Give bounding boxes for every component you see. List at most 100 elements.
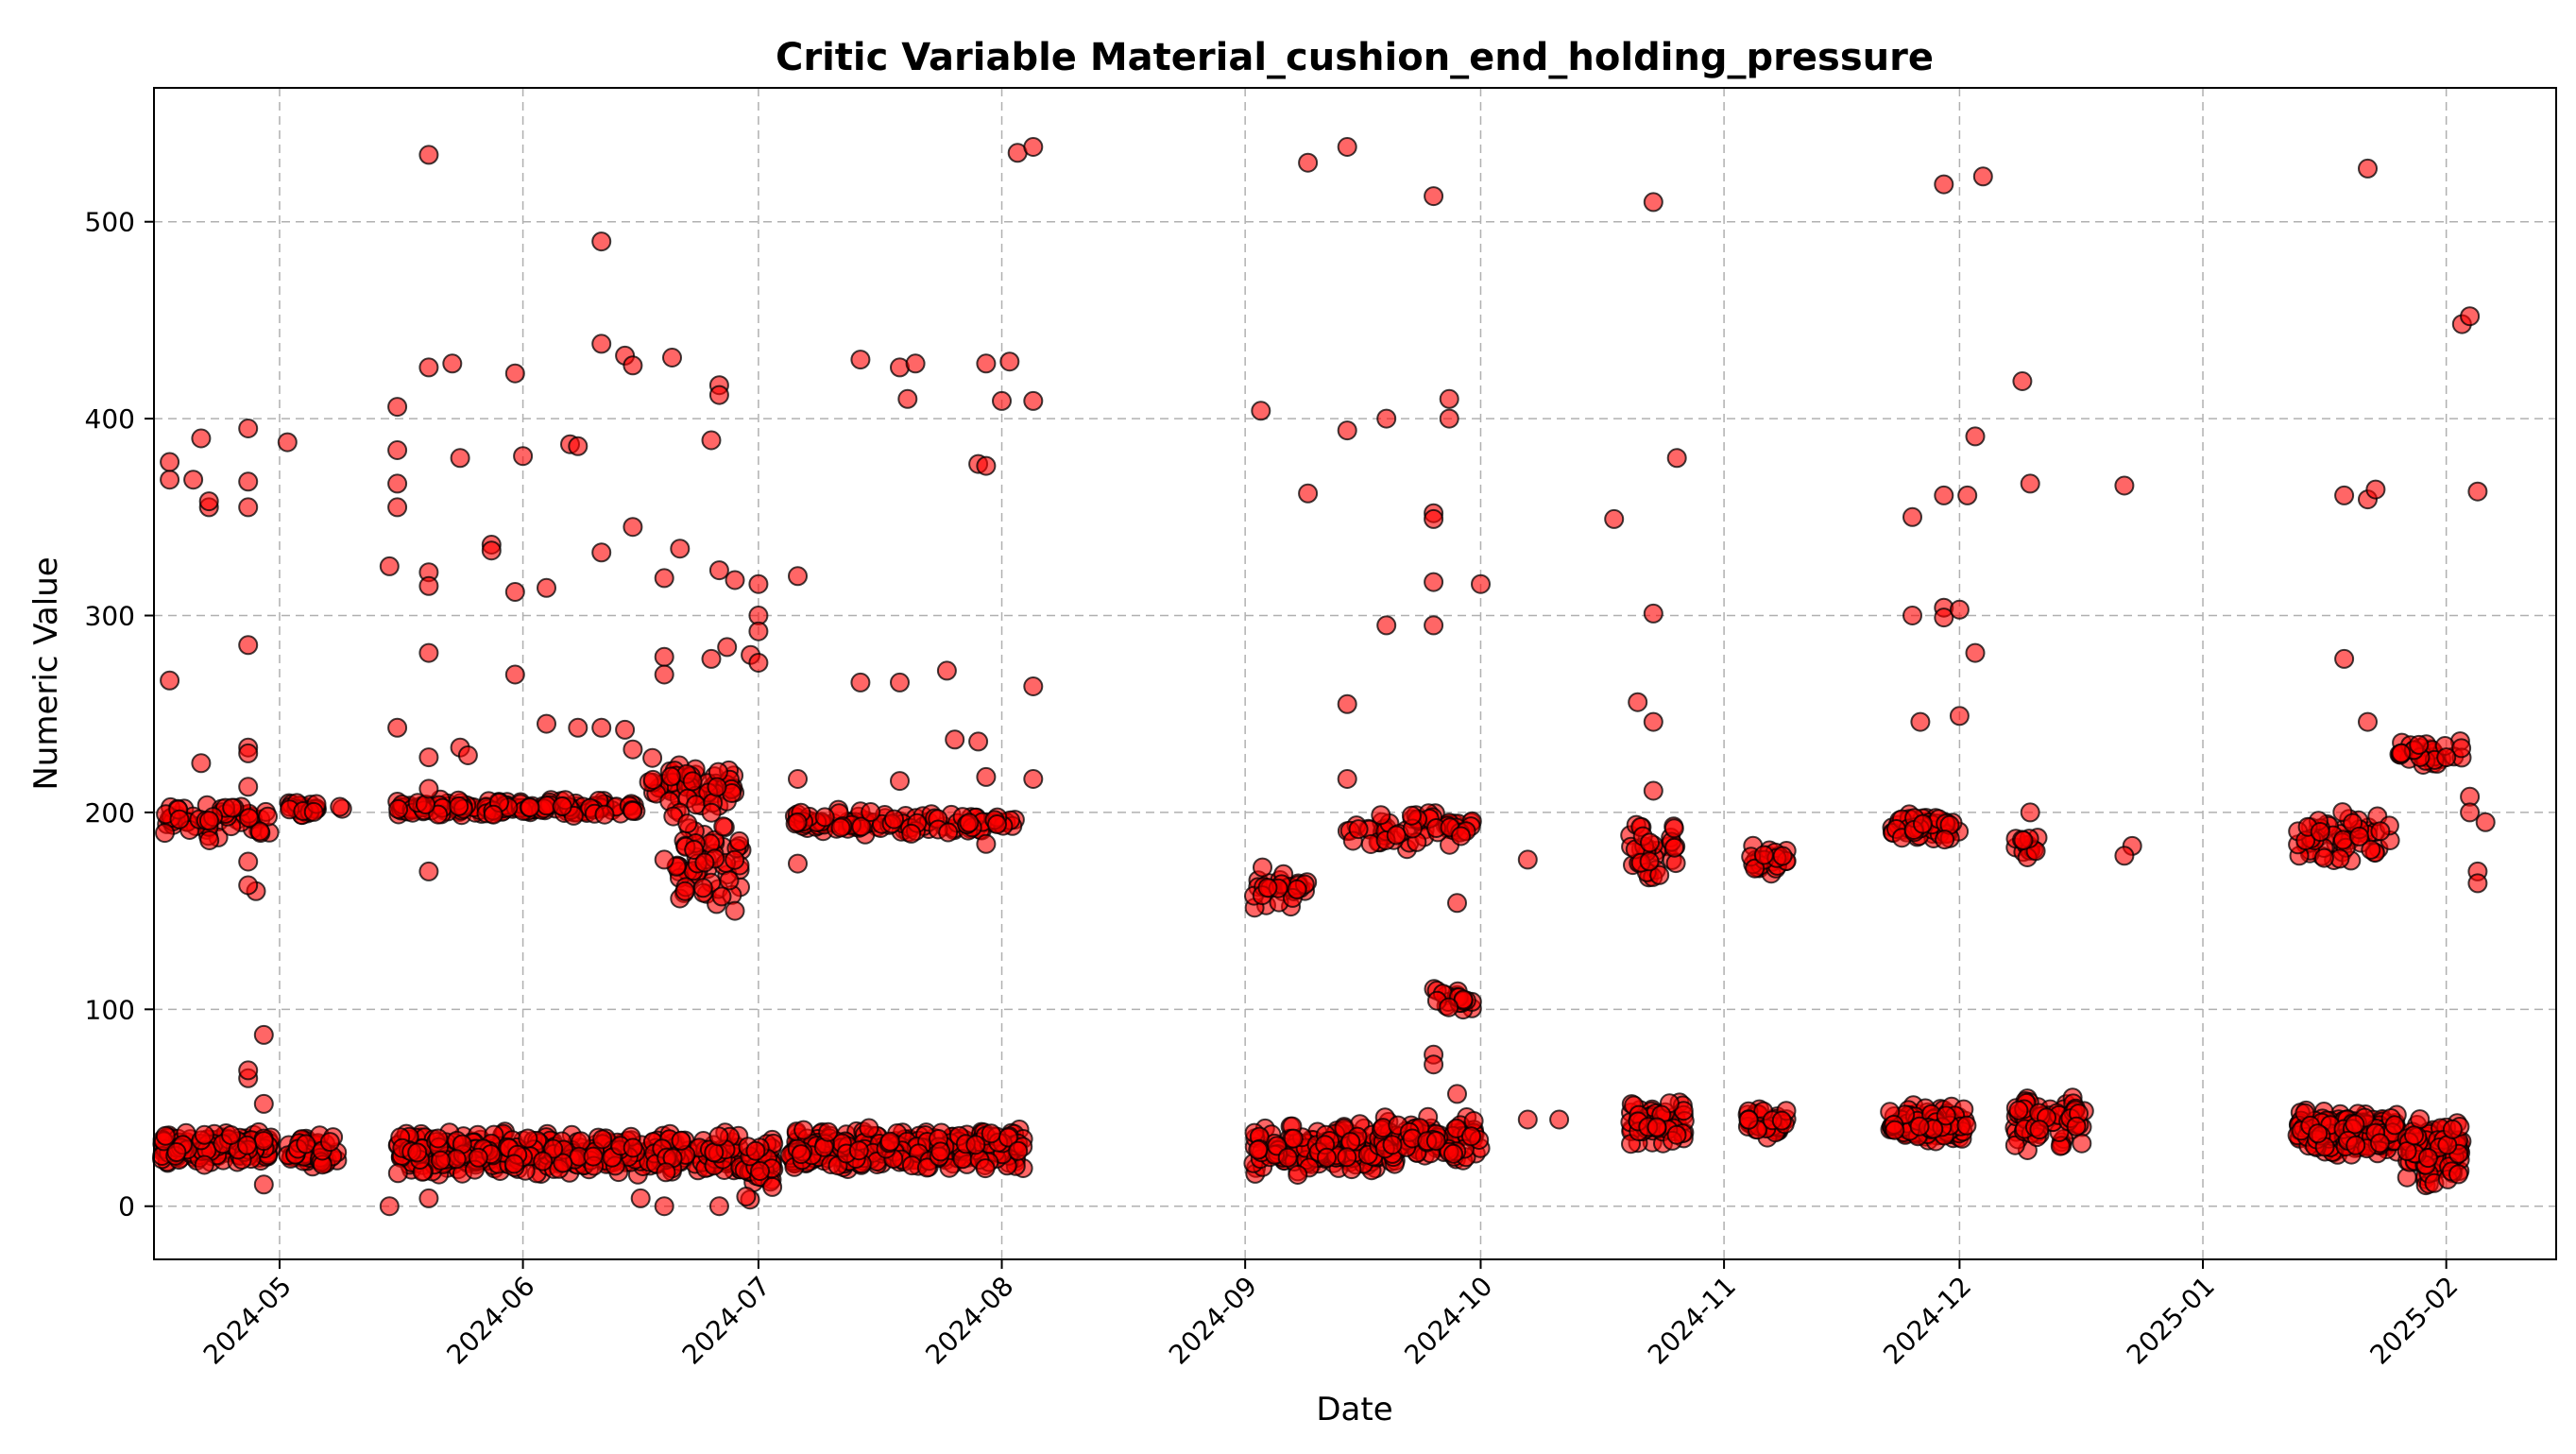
data-point [513,446,534,467]
data-point [387,397,408,418]
data-point [592,1129,613,1150]
data-point [418,778,439,799]
data-point [296,1134,316,1155]
data-point [1023,137,1044,157]
data-point [253,1174,274,1195]
data-point [656,1162,676,1183]
data-point [987,814,1007,834]
data-point [1287,879,1307,899]
data-point [694,852,715,873]
data-point [199,830,220,850]
data-point [1451,826,1471,847]
data-point [1461,1126,1481,1147]
data-point [238,497,259,518]
data-point [879,1131,900,1152]
y-axis-label: Numeric Value [27,556,65,790]
data-point [2313,847,2334,868]
data-point [1902,606,1922,625]
data-point [442,353,463,374]
data-point [1663,818,1684,839]
data-point [2365,479,2386,500]
data-point [160,452,180,472]
data-point [707,777,727,797]
data-point [674,881,695,901]
data-point [277,432,298,453]
data-point [2451,738,2472,759]
data-point [1965,426,1986,447]
data-point [1934,607,1954,628]
data-point [930,1141,951,1162]
data-point [890,771,910,792]
data-point [654,646,674,667]
data-point [2012,371,2033,391]
data-point [2448,1164,2468,1185]
data-point [897,388,918,409]
data-point [330,796,350,817]
data-point [1337,1147,1357,1168]
data-point [677,813,698,834]
data-point [1443,1143,1463,1164]
data-point [2361,839,2381,860]
data-point [1965,642,1986,663]
data-point [1248,1139,1269,1160]
x-tick-label: 2024-05 [197,1271,298,1371]
data-point [992,390,1012,411]
data-point [717,637,738,658]
data-point [388,798,409,819]
data-point [591,542,612,563]
data-point [169,809,190,830]
x-tick-label: 2024-08 [919,1271,1019,1371]
data-point [999,351,1020,372]
data-point [1371,805,1391,826]
data-point [594,804,615,825]
data-point [965,1135,986,1155]
data-point [504,363,525,384]
data-point [750,1161,770,1181]
data-point [1348,819,1369,840]
data-point [379,556,400,576]
data-point [1023,676,1044,696]
data-point [976,833,997,854]
data-point [237,1135,257,1155]
data-point [387,497,408,518]
data-point [711,886,732,907]
data-point [788,566,808,587]
data-point [568,717,589,738]
data-point [2349,826,2369,847]
data-point [642,769,663,790]
data-point [591,334,612,354]
data-point [1935,830,1955,850]
data-point [1949,599,1970,620]
x-tick-label: 2024-10 [1398,1271,1498,1371]
x-tick-label: 2024-07 [676,1271,776,1371]
data-point [2460,802,2481,823]
data-point [701,648,722,669]
data-point [884,809,904,830]
data-point [1956,1115,1977,1136]
data-point [1909,1116,1930,1137]
data-point [2460,306,2481,327]
data-point [238,743,259,763]
data-point [533,1151,554,1172]
data-point [670,539,691,559]
data-point [1745,858,1766,879]
data-point [945,729,965,750]
data-point [583,1146,604,1167]
data-point [194,1155,214,1175]
data-point [428,1128,449,1149]
data-point [2066,1116,2087,1137]
data-point [654,849,674,870]
data-point [2442,1119,2463,1139]
data-point [1317,1147,1337,1168]
data-point [1934,485,1954,505]
data-point [660,766,681,787]
data-point [1957,485,1978,505]
data-point [1257,878,1278,898]
data-point [481,540,502,561]
data-point [793,1120,814,1140]
data-point [1023,769,1044,789]
data-point [859,1118,879,1138]
data-point [387,1163,408,1184]
data-point [2417,1148,2438,1169]
data-point [1643,711,1663,732]
